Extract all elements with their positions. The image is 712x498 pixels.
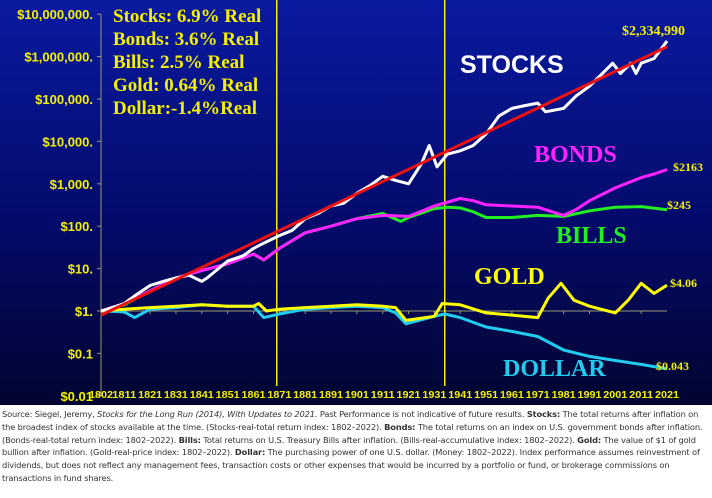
series-label-stocks: STOCKS bbox=[460, 51, 564, 79]
x-tick-label: 1861 bbox=[241, 389, 265, 401]
series-label-gold: GOLD bbox=[474, 264, 545, 290]
y-tick-label: $1,000,000. bbox=[24, 50, 93, 65]
end-value-label: $0.043 bbox=[656, 359, 689, 373]
x-tick-label: 1991 bbox=[577, 389, 601, 401]
end-value-label: $2,334,990 bbox=[622, 24, 685, 39]
y-tick-label: $10,000. bbox=[42, 134, 93, 149]
x-tick-label: 1951 bbox=[474, 389, 498, 401]
gold-def-label: Gold: bbox=[577, 434, 602, 445]
stocks-def: The total returns after inflation on the… bbox=[2, 409, 699, 432]
x-tick-label: 1961 bbox=[500, 389, 524, 401]
bonds-def-label: Bonds: bbox=[384, 421, 416, 432]
x-tick-label: 1881 bbox=[293, 389, 317, 401]
bonds-def: The total returns on an index on U.S. go… bbox=[2, 421, 703, 445]
legend-entry: Dollar:-1.4%Real bbox=[113, 98, 257, 119]
x-tick-label: 1871 bbox=[267, 389, 291, 401]
bonds-line bbox=[100, 168, 668, 313]
returns-chart: $10,000,000. $1,000,000. $100,000. $10,000.… bbox=[0, 0, 712, 405]
x-tick-label: 1821 bbox=[138, 389, 162, 401]
x-tick-label: 1921 bbox=[397, 389, 421, 401]
dollar-def-label: Dollar: bbox=[234, 447, 266, 458]
y-tick-label: $100. bbox=[60, 219, 93, 234]
series-label-bills: BILLS bbox=[556, 223, 627, 249]
y-tick-label: $10. bbox=[68, 262, 93, 277]
y-tick-label: $1. bbox=[75, 304, 93, 319]
y-tick-label: $0.01 bbox=[60, 389, 93, 404]
y-tick-label: $10,000,000. bbox=[17, 7, 93, 22]
x-tick-label: 1941 bbox=[448, 389, 472, 401]
x-tick-label: 2021 bbox=[655, 389, 679, 401]
x-tick-label: 1811 bbox=[112, 389, 136, 401]
x-tick-label: 1841 bbox=[190, 389, 214, 401]
x-tick-label: 1901 bbox=[345, 389, 369, 401]
x-tick-label: 1891 bbox=[319, 389, 343, 401]
series-label-dollar: DOLLAR bbox=[503, 356, 606, 382]
gold-line bbox=[100, 281, 668, 322]
end-value-label: $4.06 bbox=[670, 276, 697, 290]
source-title: Stocks for the Long Run (2014), With Upd… bbox=[97, 409, 318, 419]
chart-background bbox=[0, 0, 712, 405]
x-tick-label: 1802 bbox=[89, 389, 113, 401]
legend-entry: Gold: 0.64% Real bbox=[113, 75, 258, 96]
y-tick-label: $100,000. bbox=[35, 92, 93, 107]
x-tick-label: 1981 bbox=[552, 389, 576, 401]
legend-entry: Bonds: 3.6% Real bbox=[113, 29, 259, 50]
x-tick-label: 1911 bbox=[371, 389, 395, 401]
x-tick-label: 2001 bbox=[603, 389, 627, 401]
legend-entry: Stocks: 6.9% Real bbox=[113, 6, 261, 27]
x-tick-label: 1831 bbox=[164, 389, 188, 401]
series-label-bonds: BONDS bbox=[534, 142, 617, 168]
x-tick-label: 2011 bbox=[629, 389, 653, 401]
bills-def-label: Bills: bbox=[178, 434, 201, 445]
y-tick-label: $1,000. bbox=[50, 177, 93, 192]
dollar-def: The purchasing power of one U.S. dollar.… bbox=[2, 447, 700, 483]
x-tick-label: 1971 bbox=[526, 389, 550, 401]
disclaimer: Past Performance is not indicative of fu… bbox=[317, 409, 527, 419]
end-value-label: $245 bbox=[667, 198, 691, 212]
y-tick-label: $0.1 bbox=[68, 346, 93, 361]
stocks-def-label: Stocks: bbox=[526, 409, 561, 419]
x-tick-label: 1851 bbox=[216, 389, 240, 401]
bills-def: Total returns on U.S. Treasury Bills aft… bbox=[200, 434, 578, 445]
end-value-label: $2163 bbox=[673, 160, 703, 174]
legend-entry: Bills: 2.5% Real bbox=[113, 52, 244, 73]
x-tick-label: 1931 bbox=[422, 389, 446, 401]
source-text: Source: Siegel, Jeremy, bbox=[2, 409, 98, 419]
trend-line bbox=[100, 45, 668, 317]
gold-def: The value of $1 of gold bullion after in… bbox=[2, 434, 696, 458]
source-footnote: Source: Siegel, Jeremy, Stocks for the L… bbox=[2, 408, 710, 485]
